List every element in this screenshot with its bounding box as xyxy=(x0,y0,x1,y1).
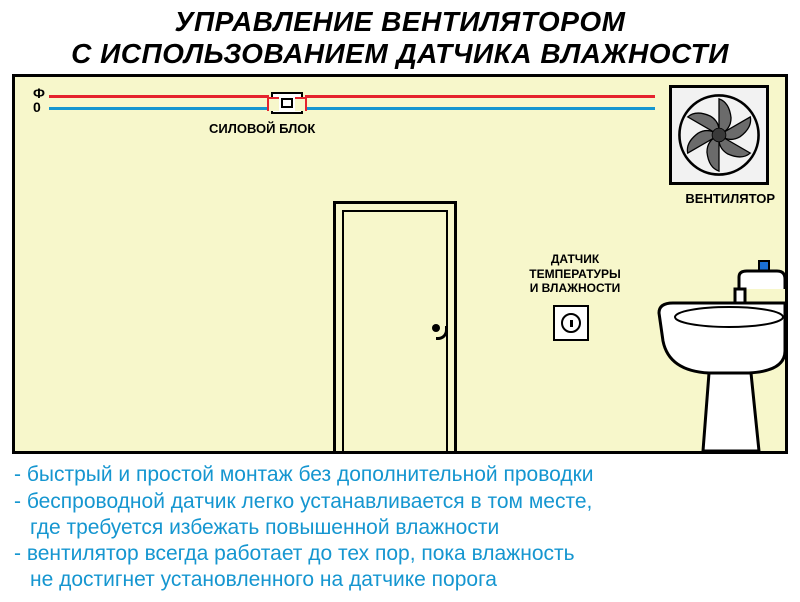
bullet-line: - беспроводной датчик легко устанавливае… xyxy=(14,489,786,515)
sink-icon xyxy=(639,241,785,451)
bullet-line: - быстрый и простой монтаж без дополните… xyxy=(14,462,786,488)
fan-label: ВЕНТИЛЯТОР xyxy=(685,191,775,206)
phase-wire-left xyxy=(49,95,269,98)
power-block-inner xyxy=(281,98,293,108)
bullet-item: - быстрый и простой монтаж без дополните… xyxy=(14,462,786,488)
sensor-label-line1: ДАТЧИК xyxy=(515,252,635,266)
diagram-title: УПРАВЛЕНИЕ ВЕНТИЛЯТОРОМ С ИСПОЛЬЗОВАНИЕМ… xyxy=(0,0,800,74)
sensor-label: ДАТЧИК ТЕМПЕРАТУРЫ И ВЛАЖНОСТИ xyxy=(515,252,635,295)
title-line-2: С ИСПОЛЬЗОВАНИЕМ ДАТЧИКА ВЛАЖНОСТИ xyxy=(0,38,800,70)
bullet-line: где требуется избежать повышенной влажно… xyxy=(14,515,786,541)
fan-icon xyxy=(676,92,762,178)
neutral-label: 0 xyxy=(33,99,41,115)
title-line-1: УПРАВЛЕНИЕ ВЕНТИЛЯТОРОМ xyxy=(0,6,800,38)
bullet-line: - вентилятор всегда работает до тех пор,… xyxy=(14,541,786,567)
diagram-container: Ф 0 СИЛОВОЙ БЛОК ВЕНТИЛЯТОР ДАТЧИК ТЕМПЕ… xyxy=(12,74,788,454)
phase-wire-right xyxy=(305,95,655,98)
humidity-sensor xyxy=(553,305,589,341)
fan-unit xyxy=(669,85,769,185)
sensor-dial xyxy=(561,313,581,333)
bullet-line: не достигнет установленного на датчике п… xyxy=(14,567,786,593)
door-inner-frame xyxy=(342,210,448,451)
power-block xyxy=(271,92,303,114)
door xyxy=(333,201,457,451)
sensor-label-line3: И ВЛАЖНОСТИ xyxy=(515,281,635,295)
sensor-label-line2: ТЕМПЕРАТУРЫ xyxy=(515,267,635,281)
power-block-label: СИЛОВОЙ БЛОК xyxy=(209,121,315,136)
bullet-list: - быстрый и простой монтаж без дополните… xyxy=(14,462,786,593)
bullet-item: - вентилятор всегда работает до тех пор,… xyxy=(14,541,786,594)
neutral-wire-left xyxy=(49,107,655,110)
sink xyxy=(639,241,785,451)
bullet-item: - беспроводной датчик легко устанавливае… xyxy=(14,489,786,542)
